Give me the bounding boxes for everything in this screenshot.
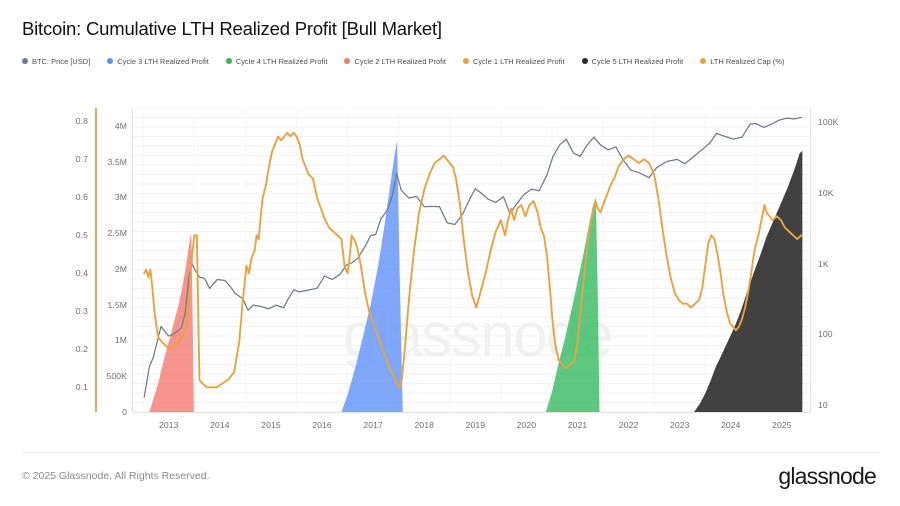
left-outer-tick-label: 0.8 [75,116,88,127]
gridlines [133,108,810,412]
series-layer [143,116,803,412]
legend-swatch-icon [700,58,707,64]
x-tick-label: 2016 [312,420,332,430]
chart-legend: BTC: Price [USD] Cycle 3 LTH Realized Pro… [22,54,785,68]
left-inner-tick-label: 2.5M [107,228,127,239]
right-tick-label: 10 [818,400,828,411]
series-area [545,197,600,412]
left-outer-tick-label: 0.1 [75,382,88,393]
left-inner-tick-label: 2M [114,263,127,274]
x-tick-label: 2017 [363,420,383,430]
legend-item[interactable]: Cycle 5 LTH Realized Profit [581,56,684,66]
legend-item-label: Cycle 3 LTH Realized Profit [117,56,209,66]
legend-item-label: Cycle 1 LTH Realized Profit [473,56,565,66]
legend-swatch-icon [107,58,114,64]
series-area [341,140,403,412]
x-tick-label: 2014 [210,420,230,430]
x-tick-label: 2013 [159,420,179,430]
legend-item-label: Cycle 4 LTH Realized Profit [235,56,328,66]
x-tick-label: 2022 [618,420,639,430]
series-area [694,150,803,412]
left-outer-tick-label: 0.6 [75,192,88,203]
left-inner-tick-label: 3.5M [107,156,127,167]
footer-divider [22,452,878,453]
x-tick-label: 2023 [669,420,690,430]
series-line [143,116,802,398]
series-area [149,233,194,412]
right-tick-label: 100 [818,329,833,340]
legend-item[interactable]: Cycle 3 LTH Realized Profit [107,57,209,66]
page-title: Bitcoin: Cumulative LTH Realized Profit … [22,18,442,39]
legend-item-label: Cycle 5 LTH Realized Profit [591,56,684,66]
x-tick-label: 2025 [772,420,792,430]
legend-swatch-icon [225,58,232,64]
left-outer-tick-label: 0.7 [75,154,88,165]
right-tick-label: 100K [818,117,839,128]
x-tick-label: 2021 [567,420,588,430]
left-inner-tick-label: 3M [114,192,127,203]
left-outer-tick-label: 0.3 [75,306,88,317]
left-outer-axis-line [95,108,98,412]
x-tick-label: 2018 [414,420,434,430]
legend-item[interactable]: Cycle 4 LTH Realized Profit [225,56,328,66]
glassnode-logo: glassnode [778,463,876,489]
legend-item[interactable]: Cycle 1 LTH Realized Profit [463,57,565,66]
x-axis-ticks: 2013 2014 2015 2016 2017 2018 2019 2020 2021 2022… [133,420,811,436]
legend-swatch-icon [463,58,470,64]
legend-swatch-icon [22,58,28,64]
left-outer-tick-label: 0.4 [75,268,88,279]
x-tick-label: 2015 [261,420,281,430]
copyright-text: © 2025 Glassnode. All Rights Reserved. [22,470,210,482]
series-line [143,131,803,389]
plot-area[interactable]: glassnode [133,108,810,412]
left-inner-axis-line [132,108,133,412]
left-inner-tick-label: 500K [106,371,127,382]
left-inner-tick-label: 1M [114,335,127,346]
legend-swatch-icon [344,58,351,64]
legend-item[interactable]: Cycle 2 LTH Realized Profit [344,57,446,66]
left-inner-axis-ticks: 0 500K 1M 1.5M 2M 2.5M 3M 3.5M 4M [97,108,127,417]
left-inner-tick-label: 1.5M [107,299,127,310]
x-tick-label: 2019 [465,420,486,430]
legend-item-label: LTH Realized Cap (%) [710,56,785,66]
left-inner-tick-label: 4M [114,120,127,131]
left-outer-tick-label: 0.5 [75,230,88,241]
left-inner-tick-label: 0 [122,407,127,417]
x-tick-label: 2020 [516,420,537,430]
legend-item-label: BTC: Price [USD] [32,56,91,66]
legend-item[interactable]: LTH Realized Cap (%) [700,56,785,66]
x-tick-label: 2024 [721,420,741,430]
right-axis-line [810,108,811,412]
left-outer-tick-label: 0.2 [75,344,88,355]
right-axis-ticks: 10 100 1K 10K 100K [818,108,878,412]
legend-swatch-icon [581,58,588,64]
legend-item[interactable]: BTC: Price [USD] [22,57,90,66]
bottom-axis-line [133,412,811,413]
legend-item-label: Cycle 2 LTH Realized Profit [354,56,447,66]
right-tick-label: 1K [818,258,829,269]
left-outer-axis-ticks: 0.1 0.2 0.3 0.4 0.5 0.6 0.7 0.8 [56,108,88,412]
right-tick-label: 10K [818,188,834,199]
